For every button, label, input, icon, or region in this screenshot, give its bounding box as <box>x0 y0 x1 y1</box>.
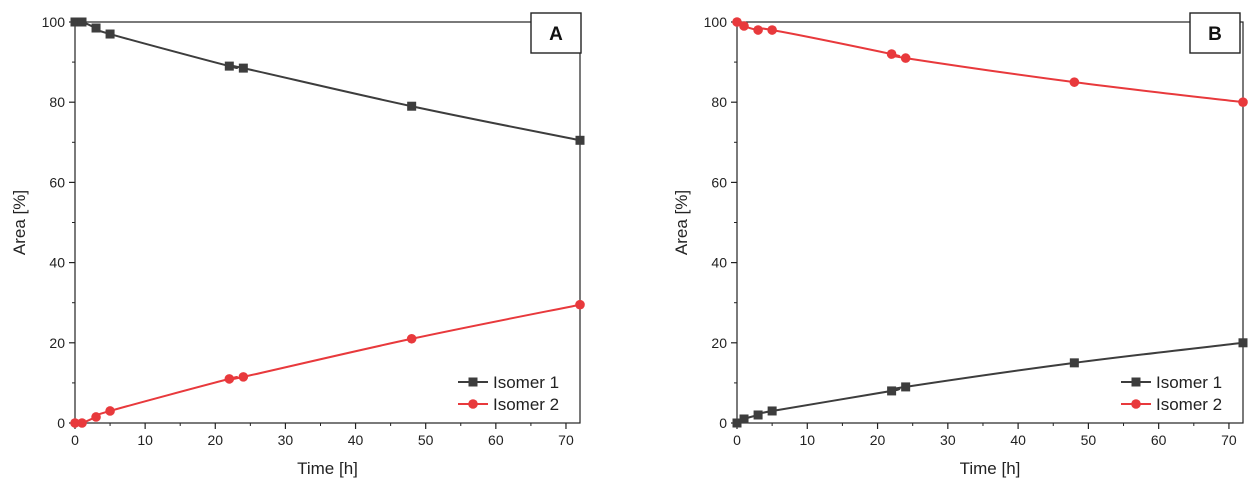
data-point-circle <box>70 418 80 428</box>
data-point-square <box>1238 338 1248 348</box>
x-tick-label: 10 <box>799 432 815 448</box>
data-point-square <box>575 135 585 145</box>
plot-frame <box>736 21 1244 424</box>
x-tick-label: 60 <box>1151 432 1167 448</box>
data-point-circle <box>886 49 897 59</box>
x-axis-title: Time [h] <box>297 459 358 478</box>
panel-label-box <box>530 12 582 54</box>
y-axis-title: Area [%] <box>10 190 29 255</box>
series-line-2 <box>736 21 1244 104</box>
x-tick-label: 70 <box>1221 432 1237 448</box>
legend-marker-square <box>1131 377 1141 387</box>
x-tick-label: 20 <box>870 432 886 448</box>
y-tick-label: 80 <box>711 94 727 110</box>
x-tick-label: 50 <box>418 432 434 448</box>
y-tick-label: 0 <box>57 415 65 431</box>
data-point-circle <box>1069 77 1080 87</box>
x-tick-label: 40 <box>1010 432 1026 448</box>
x-tick-label: 50 <box>1081 432 1097 448</box>
data-point-square <box>224 61 234 71</box>
y-tick-label: 60 <box>49 174 65 190</box>
y-tick-label: 80 <box>49 94 65 110</box>
data-point-circle <box>91 412 101 422</box>
x-tick-label: 30 <box>278 432 294 448</box>
y-tick-label: 40 <box>49 255 65 271</box>
data-point-square <box>91 23 101 33</box>
data-point-circle <box>732 17 742 27</box>
data-point-square <box>1069 358 1079 368</box>
data-point-square <box>887 386 897 396</box>
y-tick-label: 20 <box>49 335 65 351</box>
x-tick-label: 20 <box>207 432 223 448</box>
chart-panel-b: 0 10 20 30 40 50 60 70 0 20 40 60 80 100 Time [h] Area … <box>672 12 1248 478</box>
legend-label-1: Isomer 1 <box>1156 373 1222 392</box>
data-point-circle <box>238 372 249 382</box>
legend-marker-circle <box>1131 399 1141 409</box>
data-point-square <box>70 17 80 27</box>
legend-marker-square <box>468 377 478 387</box>
data-point-circle <box>767 25 777 35</box>
x-tick-label: 0 <box>733 432 741 448</box>
series-line-1 <box>74 20 581 142</box>
data-point-circle <box>900 53 911 63</box>
x-tick-label: 10 <box>137 432 153 448</box>
data-point-square <box>407 101 417 111</box>
x-tick-label: 60 <box>488 432 504 448</box>
panel-label: A <box>549 24 563 45</box>
y-tick-label: 60 <box>711 174 727 190</box>
data-point-circle <box>224 374 235 384</box>
data-point-circle <box>753 25 763 35</box>
y-tick-label: 40 <box>711 255 727 271</box>
y-tick-label: 20 <box>711 335 727 351</box>
y-tick-label: 100 <box>42 14 66 30</box>
x-tick-label: 30 <box>940 432 956 448</box>
x-tick-label: 40 <box>348 432 364 448</box>
data-point-square <box>739 414 749 424</box>
plot-frame <box>74 21 581 424</box>
legend-label-1: Isomer 1 <box>493 373 559 392</box>
y-tick-label: 0 <box>719 415 727 431</box>
y-tick-label: 100 <box>704 14 728 30</box>
x-axis-title: Time [h] <box>960 459 1021 478</box>
data-point-square <box>732 418 742 428</box>
data-point-circle <box>77 418 87 428</box>
data-point-circle <box>739 21 749 31</box>
y-axis-title: Area [%] <box>672 190 691 255</box>
panel-label-box <box>1189 12 1241 54</box>
chart-panel-a: 0 10 20 30 40 50 60 70 0 20 40 60 80 100 Time [h] Area … <box>10 12 585 478</box>
data-point-square <box>901 382 911 392</box>
legend-label-2: Isomer 2 <box>1156 395 1222 414</box>
data-point-circle <box>105 406 115 416</box>
x-tick-label: 0 <box>71 432 79 448</box>
data-point-square <box>238 63 248 73</box>
panel-label: B <box>1208 24 1222 45</box>
data-point-square <box>105 29 115 39</box>
data-point-square <box>77 17 87 27</box>
data-point-square <box>767 406 777 416</box>
x-tick-label: 70 <box>558 432 574 448</box>
legend-marker-circle <box>468 399 478 409</box>
data-point-circle <box>406 333 417 344</box>
data-point-circle <box>1238 97 1248 107</box>
legend-label-2: Isomer 2 <box>493 395 559 414</box>
data-point-square <box>753 410 763 420</box>
data-point-circle <box>575 299 585 310</box>
